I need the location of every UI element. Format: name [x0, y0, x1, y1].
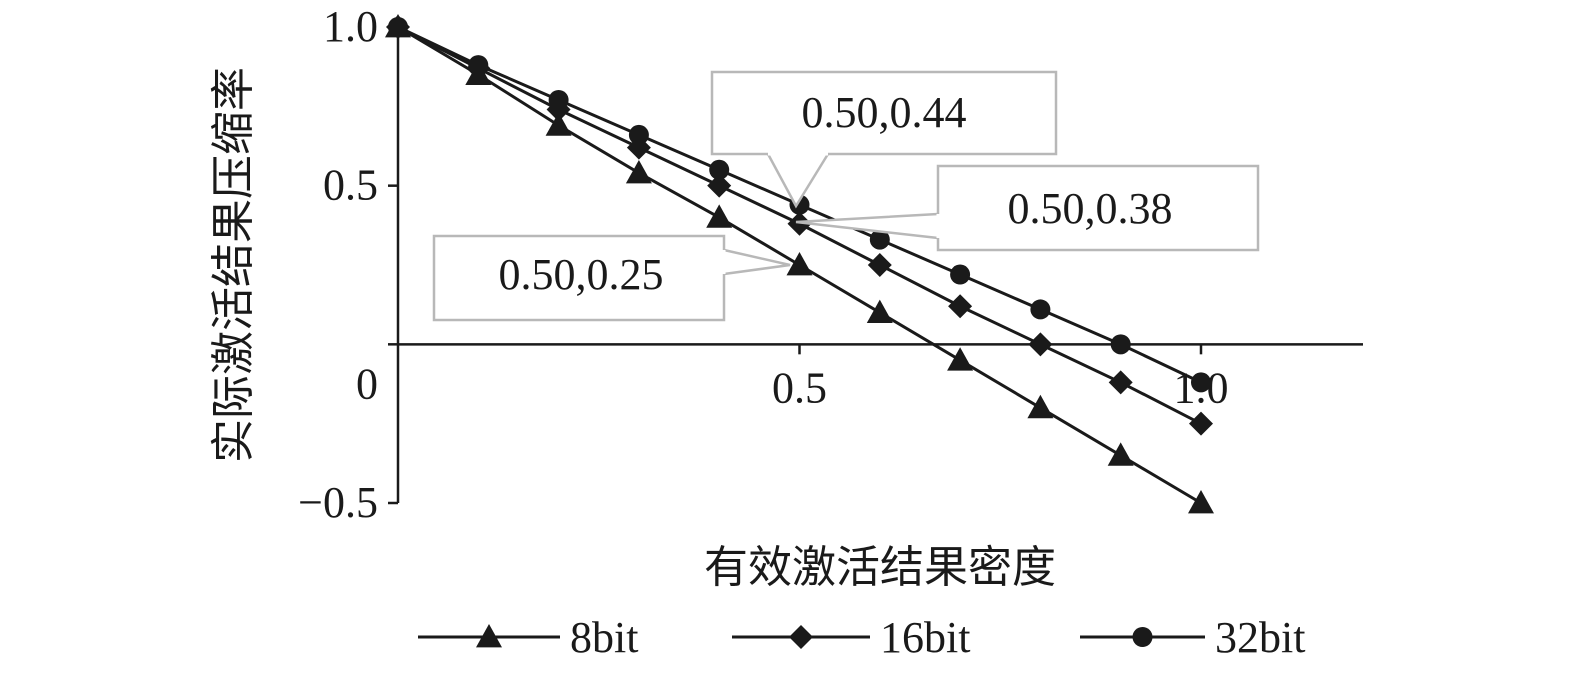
data-point-8bit	[625, 159, 652, 184]
data-point-32bit	[1030, 299, 1051, 320]
annotation-callout: 0.50,0.38	[795, 164, 1260, 252]
legend-marker-8bit	[476, 624, 502, 648]
data-point-32bit	[628, 124, 649, 145]
annotation-layer: 0.50,0.44 0.50,0.38 0.50,0.25	[432, 70, 1260, 322]
series-layer	[385, 14, 1214, 514]
y-tick-label: 0.5	[323, 161, 378, 210]
series-32bit	[388, 17, 1211, 393]
x-axis-title: 有效激活结果密度	[704, 542, 1056, 593]
legend-label: 8bit	[570, 613, 638, 662]
legend-marker-32bit	[1132, 627, 1153, 647]
data-point-32bit	[1110, 334, 1131, 355]
legend-marker-16bit	[789, 625, 813, 649]
callout-pointer	[766, 153, 830, 209]
data-point-16bit	[867, 253, 892, 277]
y-tick-labels: 1.0 0.5 0 −0.5	[298, 2, 378, 527]
x-tick-marks	[798, 344, 1203, 355]
legend-entry-8bit: 8bit	[418, 613, 638, 662]
y-tick-label: 0	[356, 359, 378, 408]
y-tick-label: 1.0	[323, 2, 378, 51]
data-point-8bit	[1027, 394, 1054, 419]
data-point-8bit	[866, 299, 893, 323]
data-point-16bit	[707, 173, 732, 198]
data-point-32bit	[950, 264, 971, 285]
legend-entry-32bit: 32bit	[1080, 613, 1305, 662]
callout-box	[710, 70, 1058, 156]
callout-pointer	[795, 212, 939, 240]
y-tick-marks	[388, 25, 398, 505]
y-axis-title: 实际激活结果压缩率	[208, 67, 259, 463]
data-point-16bit	[1189, 411, 1213, 436]
annotation-callout: 0.50,0.44	[710, 70, 1058, 209]
data-point-32bit	[869, 229, 890, 250]
data-point-8bit	[706, 204, 733, 228]
x-tick-labels: 0.5 1.0	[772, 363, 1229, 412]
data-point-32bit	[1191, 372, 1211, 393]
legend-entry-16bit: 16bit	[732, 613, 970, 662]
data-point-32bit	[709, 159, 730, 180]
data-point-32bit	[388, 17, 408, 37]
y-tick-label: −0.5	[298, 478, 378, 527]
data-point-8bit	[545, 112, 572, 136]
callout-box	[432, 234, 726, 322]
annotation-label: 0.50,0.44	[802, 88, 967, 137]
data-point-32bit	[548, 89, 569, 110]
annotation-callout: 0.50,0.25	[432, 234, 791, 322]
data-point-16bit	[948, 294, 973, 319]
annotation-label: 0.50,0.25	[499, 250, 664, 299]
legend: 8bit 16bit 32bit	[418, 613, 1305, 662]
data-point-32bit	[468, 55, 489, 76]
x-tick-label: 1.0	[1174, 363, 1229, 412]
data-point-8bit	[947, 347, 974, 371]
data-point-16bit	[787, 211, 812, 236]
legend-label: 16bit	[880, 613, 970, 662]
data-point-8bit	[1188, 490, 1214, 514]
data-point-16bit	[1028, 332, 1053, 357]
annotation-label: 0.50,0.38	[1008, 184, 1173, 233]
legend-label: 32bit	[1215, 613, 1305, 662]
data-point-8bit	[786, 252, 813, 276]
callout-box	[936, 164, 1260, 252]
data-point-8bit	[1107, 442, 1134, 466]
callout-pointer	[723, 248, 791, 276]
x-tick-label: 0.5	[772, 363, 827, 412]
data-point-16bit	[1108, 370, 1133, 395]
